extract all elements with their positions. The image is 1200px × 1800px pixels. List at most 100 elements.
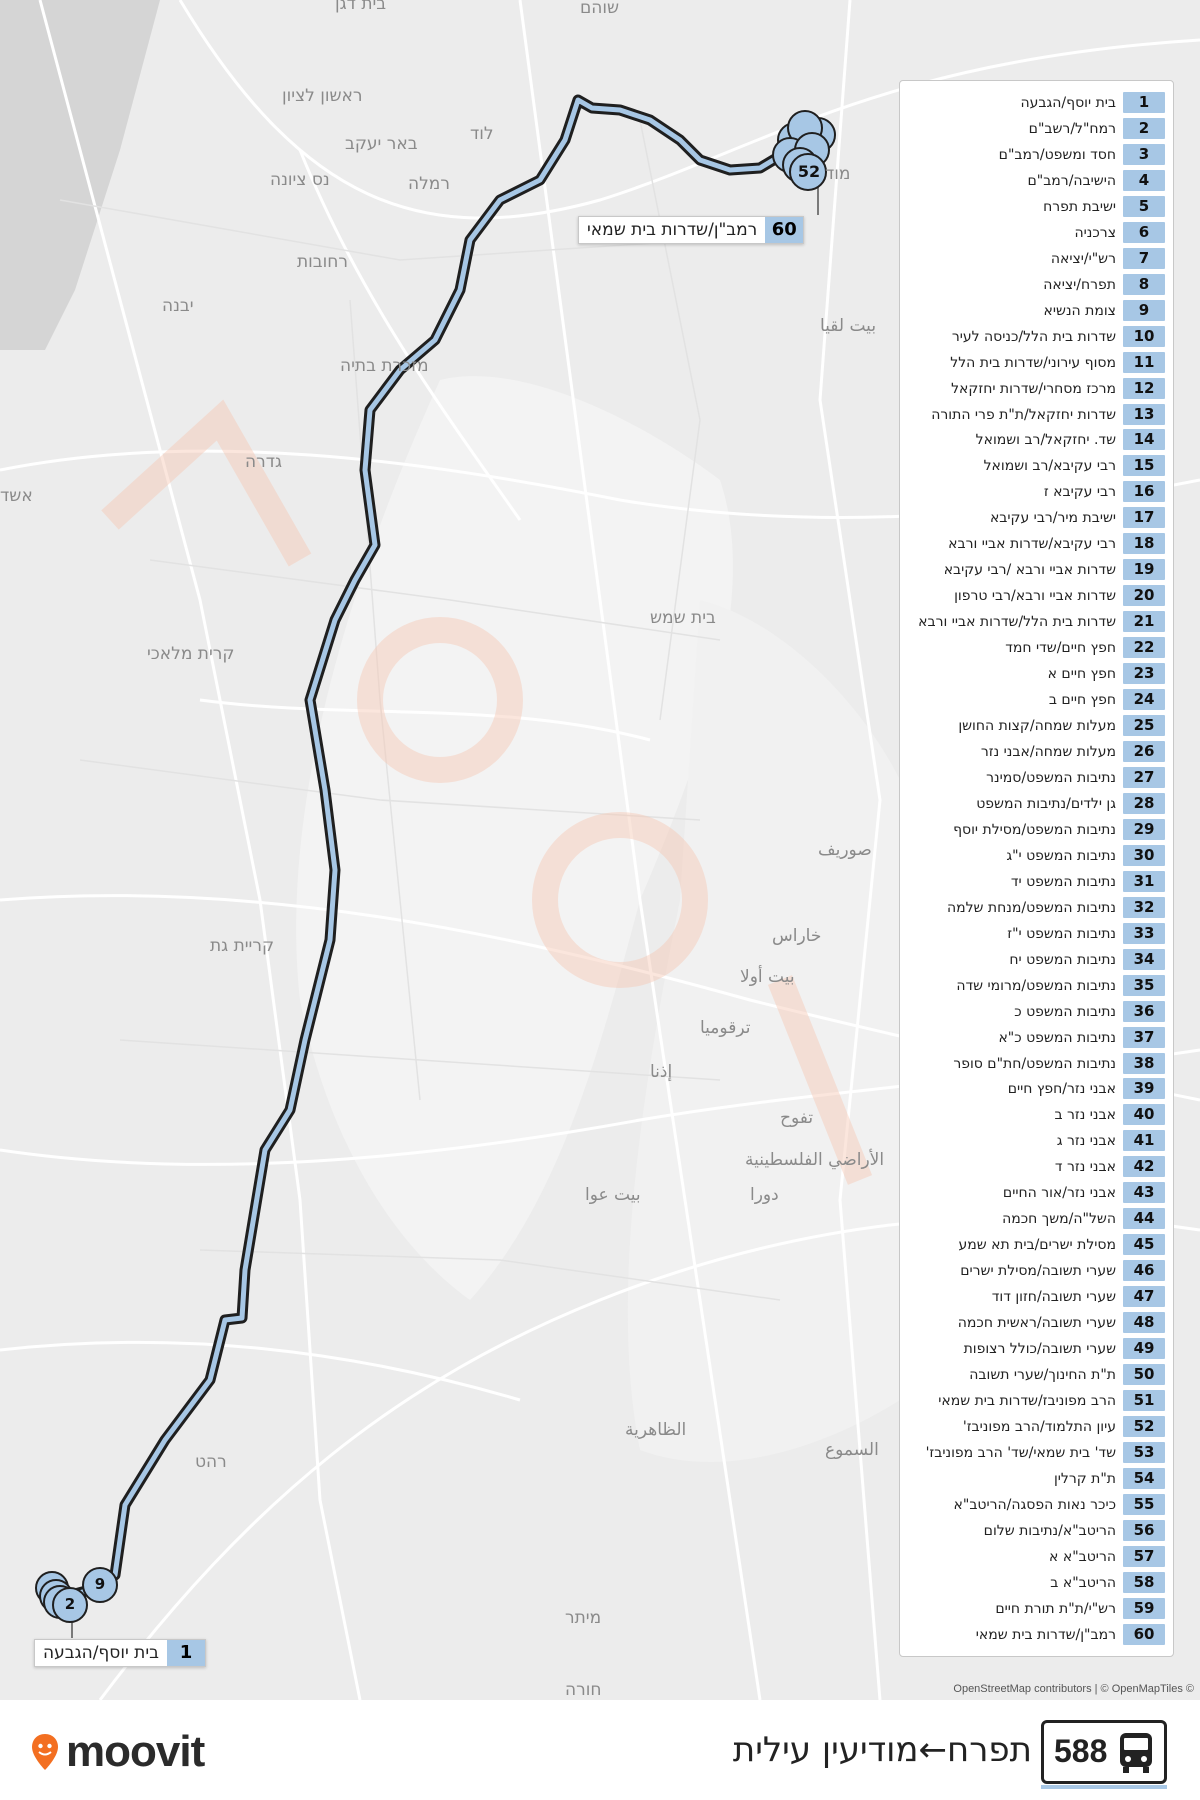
town-label: קרית מלאכי xyxy=(147,644,235,664)
stop-list-item[interactable]: 15 רבי עקיבא/רב ושמואל xyxy=(900,454,1173,478)
stop-list-item[interactable]: 52 עיון התלמוד/הרב מפוניבז' xyxy=(900,1415,1173,1439)
stop-list-item[interactable]: 43 אבני נזר/אור החיים xyxy=(900,1181,1173,1205)
stop-list-item[interactable]: 48 שערי תשובה/ראשית חכמה xyxy=(900,1311,1173,1335)
stop-name: נתיבות המשפט יח xyxy=(1009,951,1116,968)
stop-number: 18 xyxy=(1123,533,1165,555)
stop-list-item[interactable]: 27 נתיבות המשפט/סמינר xyxy=(900,766,1173,790)
stop-number: 15 xyxy=(1123,455,1165,477)
stop-name: שערי תשובה/ראשית חכמה xyxy=(957,1315,1116,1332)
stop-marker-label-9[interactable]: 9 xyxy=(94,1575,106,1593)
stop-list-item[interactable]: 30 נתיבות המשפט י"ג xyxy=(900,844,1173,868)
stop-list-item[interactable]: 24 חפץ חיים ב xyxy=(900,688,1173,712)
moovit-brand[interactable]: moovit xyxy=(30,1727,205,1776)
stop-name: חסד ומשפט/רמב"ם xyxy=(998,146,1116,163)
stop-list-item[interactable]: 47 שערי תשובה/חזון דוד xyxy=(900,1285,1173,1309)
stop-list-item[interactable]: 6 צרכניה xyxy=(900,221,1173,245)
route-start-number: 1 xyxy=(166,1640,205,1666)
town-label: באר יעקב xyxy=(345,134,418,154)
stop-list-item[interactable]: 59 רש"י/ת"ת תורת חיים xyxy=(900,1597,1173,1621)
stop-list-item[interactable]: 3 חסד ומשפט/רמב"ם xyxy=(900,143,1173,167)
stop-list-item[interactable]: 49 שערי תשובה/כולל רצופות xyxy=(900,1337,1173,1361)
stop-list-item[interactable]: 42 אבני נזר ד xyxy=(900,1155,1173,1179)
stop-name: שד' בית שמאי/שד' הרב מפוניבז' xyxy=(925,1444,1116,1461)
route-number: 588 xyxy=(1054,1733,1108,1769)
town-label: נס ציונה xyxy=(270,170,330,190)
stop-list-item[interactable]: 29 נתיבות המשפט/מסילת יוסף xyxy=(900,818,1173,842)
stop-list-item[interactable]: 5 ישיבת תפרח xyxy=(900,195,1173,219)
stop-list-item[interactable]: 17 ישיבת מיר/רבי עקיבא xyxy=(900,506,1173,530)
stop-list-item[interactable]: 31 נתיבות המשפט יד xyxy=(900,870,1173,894)
route-line xyxy=(57,97,811,1601)
stop-list-item[interactable]: 23 חפץ חיים א xyxy=(900,662,1173,686)
stop-list-item[interactable]: 25 מעלות שמחה/קצות החושן xyxy=(900,714,1173,738)
stop-name: מעלות שמחה/קצות החושן xyxy=(958,718,1116,735)
stop-list-item[interactable]: 35 נתיבות המשפט/מרומי שדה xyxy=(900,974,1173,998)
stop-list-item[interactable]: 50 ת"ת החינוך/שערי תשובה xyxy=(900,1363,1173,1387)
stop-number: 37 xyxy=(1123,1026,1165,1048)
stop-list-item[interactable]: 37 נתיבות המשפט כ"א xyxy=(900,1026,1173,1050)
stop-list-item[interactable]: 38 נתיבות המשפט/חת"ם סופר xyxy=(900,1052,1173,1076)
stop-marker-52 xyxy=(789,153,827,191)
stop-list-item[interactable]: 8 תפרח/יציאה xyxy=(900,273,1173,297)
stop-list-item[interactable]: 54 ת"ת קרלין xyxy=(900,1467,1173,1491)
stop-list-item[interactable]: 36 נתיבות המשפט כ xyxy=(900,1000,1173,1024)
stop-list-item[interactable]: 19 שדרות אביי ורבא /רבי עקיבא xyxy=(900,558,1173,582)
stop-list-item[interactable]: 16 רבי עקיבא ז xyxy=(900,480,1173,504)
town-label: ترقوميا xyxy=(700,1018,751,1038)
stop-list-item[interactable]: 20 שדרות אביי ורבא/רבי טרפון xyxy=(900,584,1173,608)
stop-number: 59 xyxy=(1123,1597,1165,1619)
stop-marker-label-2[interactable]: 2 xyxy=(64,1595,76,1613)
stop-number: 23 xyxy=(1123,663,1165,685)
stop-number: 43 xyxy=(1123,1182,1165,1204)
stop-list-item[interactable]: 34 נתיבות המשפט יח xyxy=(900,948,1173,972)
stop-list-item[interactable]: 13 שדרות יחזקאל/ת"ת פרי התורה xyxy=(900,403,1173,427)
stop-list-item[interactable]: 22 חפץ חיים/שדי חמד xyxy=(900,636,1173,660)
stop-list-item[interactable]: 4 הישיבה/רמב"ם xyxy=(900,169,1173,193)
stop-marker-9 xyxy=(82,1567,118,1603)
route-end-number: 60 xyxy=(765,217,804,243)
stop-number: 39 xyxy=(1123,1078,1165,1100)
town-label: بيت أولا xyxy=(740,967,795,987)
stop-list-item[interactable]: 58 הריטב"א ב xyxy=(900,1571,1173,1595)
stop-list-item[interactable]: 39 אבני נזר/חפץ חיים xyxy=(900,1077,1173,1101)
stop-list-item[interactable]: 18 רבי עקיבא/שדרות אביי ורבא xyxy=(900,532,1173,556)
stop-number: 9 xyxy=(1123,299,1165,321)
stop-list-item[interactable]: 45 מסילת ישרים/בית תא שמע xyxy=(900,1233,1173,1257)
highlight-region-east xyxy=(627,600,900,1462)
stop-list-item[interactable]: 2 רמח"ל/רשב"ם xyxy=(900,117,1173,141)
stop-list-item[interactable]: 51 הרב מפוניבז/שדרות בית שמאי xyxy=(900,1389,1173,1413)
stop-list-item[interactable]: 33 נתיבות המשפט י"ז xyxy=(900,922,1173,946)
stop-number: 30 xyxy=(1123,844,1165,866)
route-map[interactable]: 9 2 52 בית דגן שוהם ראשון לציון באר יעקב… xyxy=(0,0,1200,1700)
route-title: תפרח←מודיעין עילית xyxy=(732,1730,1032,1770)
highlight-region-west xyxy=(296,376,733,1300)
stop-list-item[interactable]: 44 השל"ה/משך חכמה xyxy=(900,1207,1173,1231)
stop-list-item[interactable]: 10 שדרות בית הלל/כניסה לעיר xyxy=(900,325,1173,349)
stop-list-item[interactable]: 56 הריטב"א/נתיבות שלום xyxy=(900,1519,1173,1543)
stop-list-item[interactable]: 28 גן ילדים/נתיבות המשפט xyxy=(900,792,1173,816)
stop-list-item[interactable]: 41 אבני נזר ג xyxy=(900,1129,1173,1153)
stop-list-item[interactable]: 11 מסוף עירוני/שדרות בית הלל xyxy=(900,351,1173,375)
stop-list-item[interactable]: 60 רמב"ן/שדרות בית שמאי xyxy=(900,1623,1173,1647)
stop-marker-label-52[interactable]: 52 xyxy=(797,162,821,181)
stop-list-item[interactable]: 12 מרכז מסחרי/שדרות יחזקאל xyxy=(900,377,1173,401)
stop-name: מסוף עירוני/שדרות בית הלל xyxy=(950,354,1116,371)
stop-number: 6 xyxy=(1123,221,1165,243)
stop-list-item[interactable]: 7 רש"י/יציאה xyxy=(900,247,1173,271)
stop-number: 42 xyxy=(1123,1156,1165,1178)
stop-list-item[interactable]: 26 מעלות שמחה/אבני נזר xyxy=(900,740,1173,764)
stop-list-item[interactable]: 46 שערי תשובה/מסילת ישרים xyxy=(900,1259,1173,1283)
route-start-label[interactable]: 1 בית יוסף/הגבעה xyxy=(34,1639,206,1667)
stop-list-item[interactable]: 1 בית יוסף/הגבעה xyxy=(900,91,1173,115)
stop-list-item[interactable]: 55 כיכר נאות הפסגה/הריטב"א xyxy=(900,1493,1173,1517)
route-end-label[interactable]: 60 רמב"ן/שדרות בית שמאי xyxy=(578,216,805,244)
stop-list-item[interactable]: 57 הריטב"א א xyxy=(900,1545,1173,1569)
stop-list-item[interactable]: 14 שד. יחזקאל/רב ושמואל xyxy=(900,428,1173,452)
stop-number: 47 xyxy=(1123,1286,1165,1308)
stop-list-item[interactable]: 32 נתיבות המשפט/מנחת שלמה xyxy=(900,896,1173,920)
stop-list-item[interactable]: 21 שדרות בית הלל/שדרות אביי ורבא xyxy=(900,610,1173,634)
stop-list-item[interactable]: 40 אבני נזר ב xyxy=(900,1103,1173,1127)
map-attribution[interactable]: OpenStreetMap contributors | © OpenMapTi… xyxy=(953,1683,1194,1695)
stop-list-item[interactable]: 9 צומת הנשיא xyxy=(900,299,1173,323)
stop-list-item[interactable]: 53 שד' בית שמאי/שד' הרב מפוניבז' xyxy=(900,1441,1173,1465)
